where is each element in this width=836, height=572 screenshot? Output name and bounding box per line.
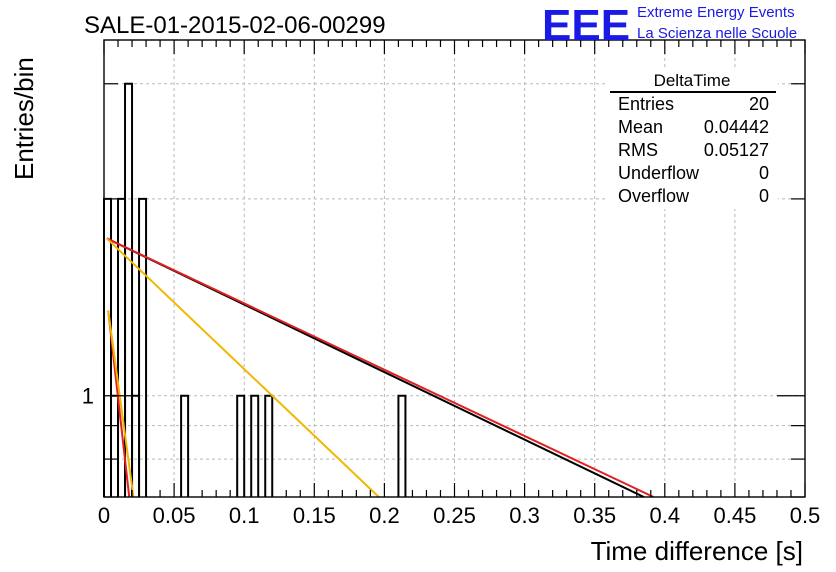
stats-title: DeltaTime — [654, 71, 731, 90]
histogram-bin — [124, 82, 134, 497]
histogram-bars — [103, 82, 407, 497]
plot-title: SALE-01-2015-02-06-00299 — [84, 12, 386, 39]
x-tick-label: 0.4 — [650, 503, 681, 528]
histogram-bin — [103, 197, 113, 497]
x-tick-label: 0.25 — [433, 503, 476, 528]
stats-row-value: 0 — [759, 163, 769, 183]
fit-line — [106, 237, 655, 498]
histogram-bin — [138, 197, 148, 497]
fit-lines — [106, 237, 655, 498]
x-tick-label: 0.05 — [153, 503, 196, 528]
stats-row-value: 0 — [759, 186, 769, 206]
eee-logo-mark: EEE — [542, 1, 630, 50]
histogram-bin — [236, 394, 246, 497]
x-axis-label: Time difference [s] — [591, 536, 803, 566]
histogram-bin — [397, 394, 407, 497]
x-tick-label: 0.35 — [573, 503, 616, 528]
x-tick-label: 0 — [98, 503, 110, 528]
stats-row-value: 20 — [749, 94, 769, 114]
stats-row-label: RMS — [618, 140, 658, 160]
stats-row-value: 0.05127 — [704, 140, 769, 160]
eee-logo: EEE Extreme Energy Events La Scienza nel… — [542, 1, 797, 50]
eee-logo-line1: Extreme Energy Events — [637, 4, 795, 21]
fit-line — [107, 310, 135, 498]
x-tick-label: 0.45 — [713, 503, 756, 528]
stats-row-value: 0.04442 — [704, 117, 769, 137]
stats-row-label: Underflow — [618, 163, 700, 183]
histogram-bin — [180, 394, 190, 497]
y-tick-label: 1 — [82, 384, 94, 409]
stats-row-label: Overflow — [618, 186, 690, 206]
histogram-bin — [131, 394, 141, 497]
stats-row-label: Mean — [618, 117, 663, 137]
stats-box-background — [606, 67, 778, 209]
stats-box: DeltaTime Entries 20 Mean 0.04442 RMS 0.05127… — [606, 67, 778, 209]
tick-labels: 0 0.05 0.1 0.15 0.2 0.25 0.3 0.35 0.4 0.45 0.5 1 — [82, 384, 821, 528]
y-axis-label: Entries/bin — [9, 57, 39, 180]
x-tick-label: 0.5 — [790, 503, 821, 528]
fit-line — [106, 237, 380, 498]
x-tick-label: 0.3 — [509, 503, 540, 528]
ticks — [103, 40, 806, 498]
histogram-bin — [250, 394, 260, 497]
eee-logo-line2: La Scienza nelle Scuole — [637, 25, 797, 42]
stats-row-label: Entries — [618, 94, 674, 114]
x-tick-label: 0.15 — [293, 503, 336, 528]
x-tick-label: 0.1 — [229, 503, 260, 528]
histogram-bin — [110, 394, 120, 497]
histogram-bin — [264, 394, 274, 497]
x-tick-label: 0.2 — [369, 503, 400, 528]
